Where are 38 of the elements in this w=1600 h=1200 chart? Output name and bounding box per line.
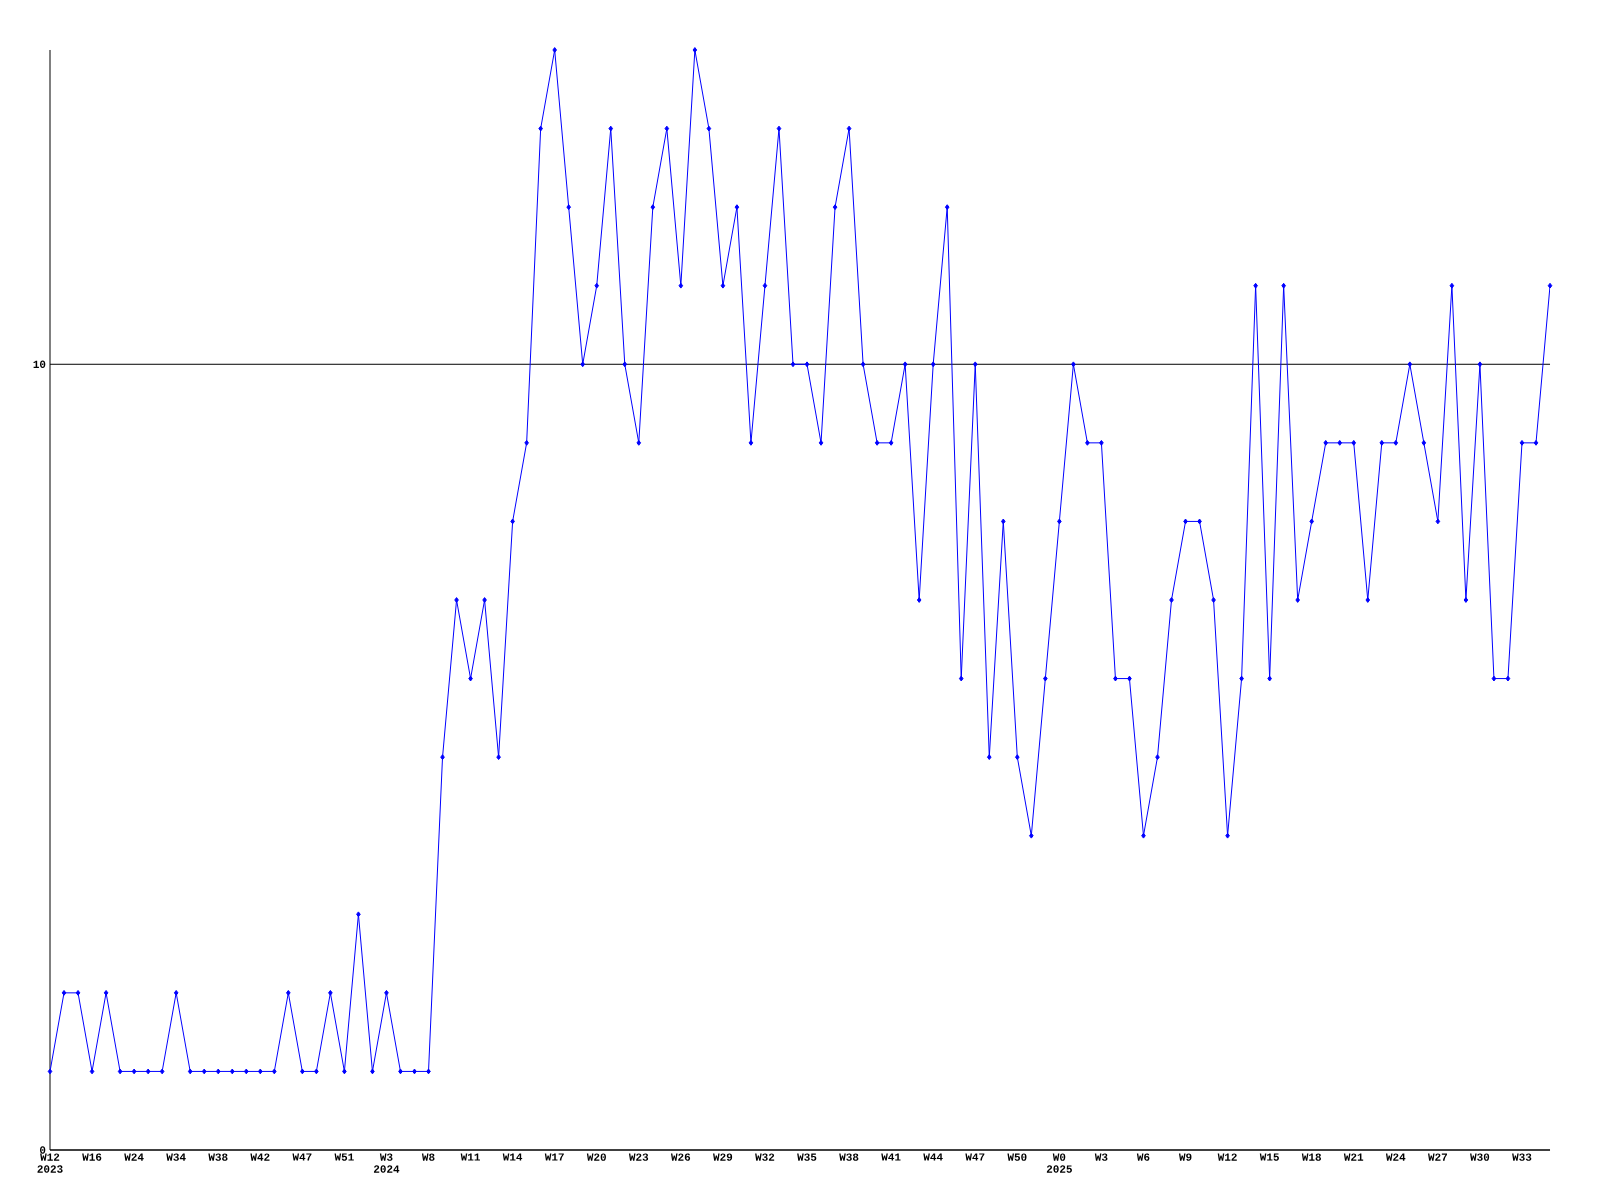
x-tick-label: W24 xyxy=(1385,1153,1406,1161)
x-tick-label: W18 xyxy=(1301,1153,1321,1161)
x-tick-label: W30 xyxy=(1470,1153,1490,1161)
x-tick-label: W23 xyxy=(628,1153,649,1161)
x-tick-label: W34 xyxy=(166,1153,186,1161)
x-tick-label: W32 xyxy=(755,1153,775,1161)
x-tick-label: W14 xyxy=(502,1153,523,1161)
x-tick-label: W9 xyxy=(1178,1153,1192,1161)
x-tick-label: W21 xyxy=(1343,1153,1364,1161)
x-tick-label: W0 2025 xyxy=(1046,1153,1072,1173)
x-tick-label: W29 xyxy=(713,1153,733,1161)
y-tick-label: 10 xyxy=(33,360,46,368)
x-tick-label: W15 xyxy=(1259,1153,1279,1161)
x-tick-label: W16 xyxy=(82,1153,102,1161)
x-tick-label: W41 xyxy=(881,1153,901,1161)
x-tick-label: W51 xyxy=(334,1153,354,1161)
x-tick-label: W6 xyxy=(1136,1153,1150,1161)
x-tick-label: W47 xyxy=(292,1153,312,1161)
x-tick-label: W47 xyxy=(965,1153,985,1161)
x-tick-label: W12 2023 xyxy=(37,1153,63,1173)
x-tick-label: W20 xyxy=(586,1153,606,1161)
x-tick-label: W26 xyxy=(670,1153,691,1161)
x-tick-label: W17 xyxy=(544,1153,564,1161)
x-tick-label: W24 xyxy=(124,1153,144,1161)
x-tick-label: W38 xyxy=(208,1153,228,1161)
x-tick-label: W33 xyxy=(1512,1153,1532,1161)
x-tick-label: W35 xyxy=(797,1153,817,1161)
y-tick-label: 0 xyxy=(40,1146,46,1154)
x-tick-label: W11 xyxy=(460,1153,480,1161)
x-tick-label: W27 xyxy=(1428,1153,1447,1161)
x-tick-label: W50 xyxy=(1007,1153,1027,1161)
x-tick-label: W3 2024 xyxy=(373,1153,400,1173)
x-tick-label: W44 xyxy=(923,1153,943,1161)
x-tick-label: W3 xyxy=(1094,1153,1108,1161)
x-tick-label: W8 xyxy=(421,1153,435,1161)
x-tick-label: W42 xyxy=(250,1153,270,1161)
x-tick-label: W38 xyxy=(839,1153,859,1161)
x-tick-label: W12 xyxy=(1217,1153,1237,1161)
